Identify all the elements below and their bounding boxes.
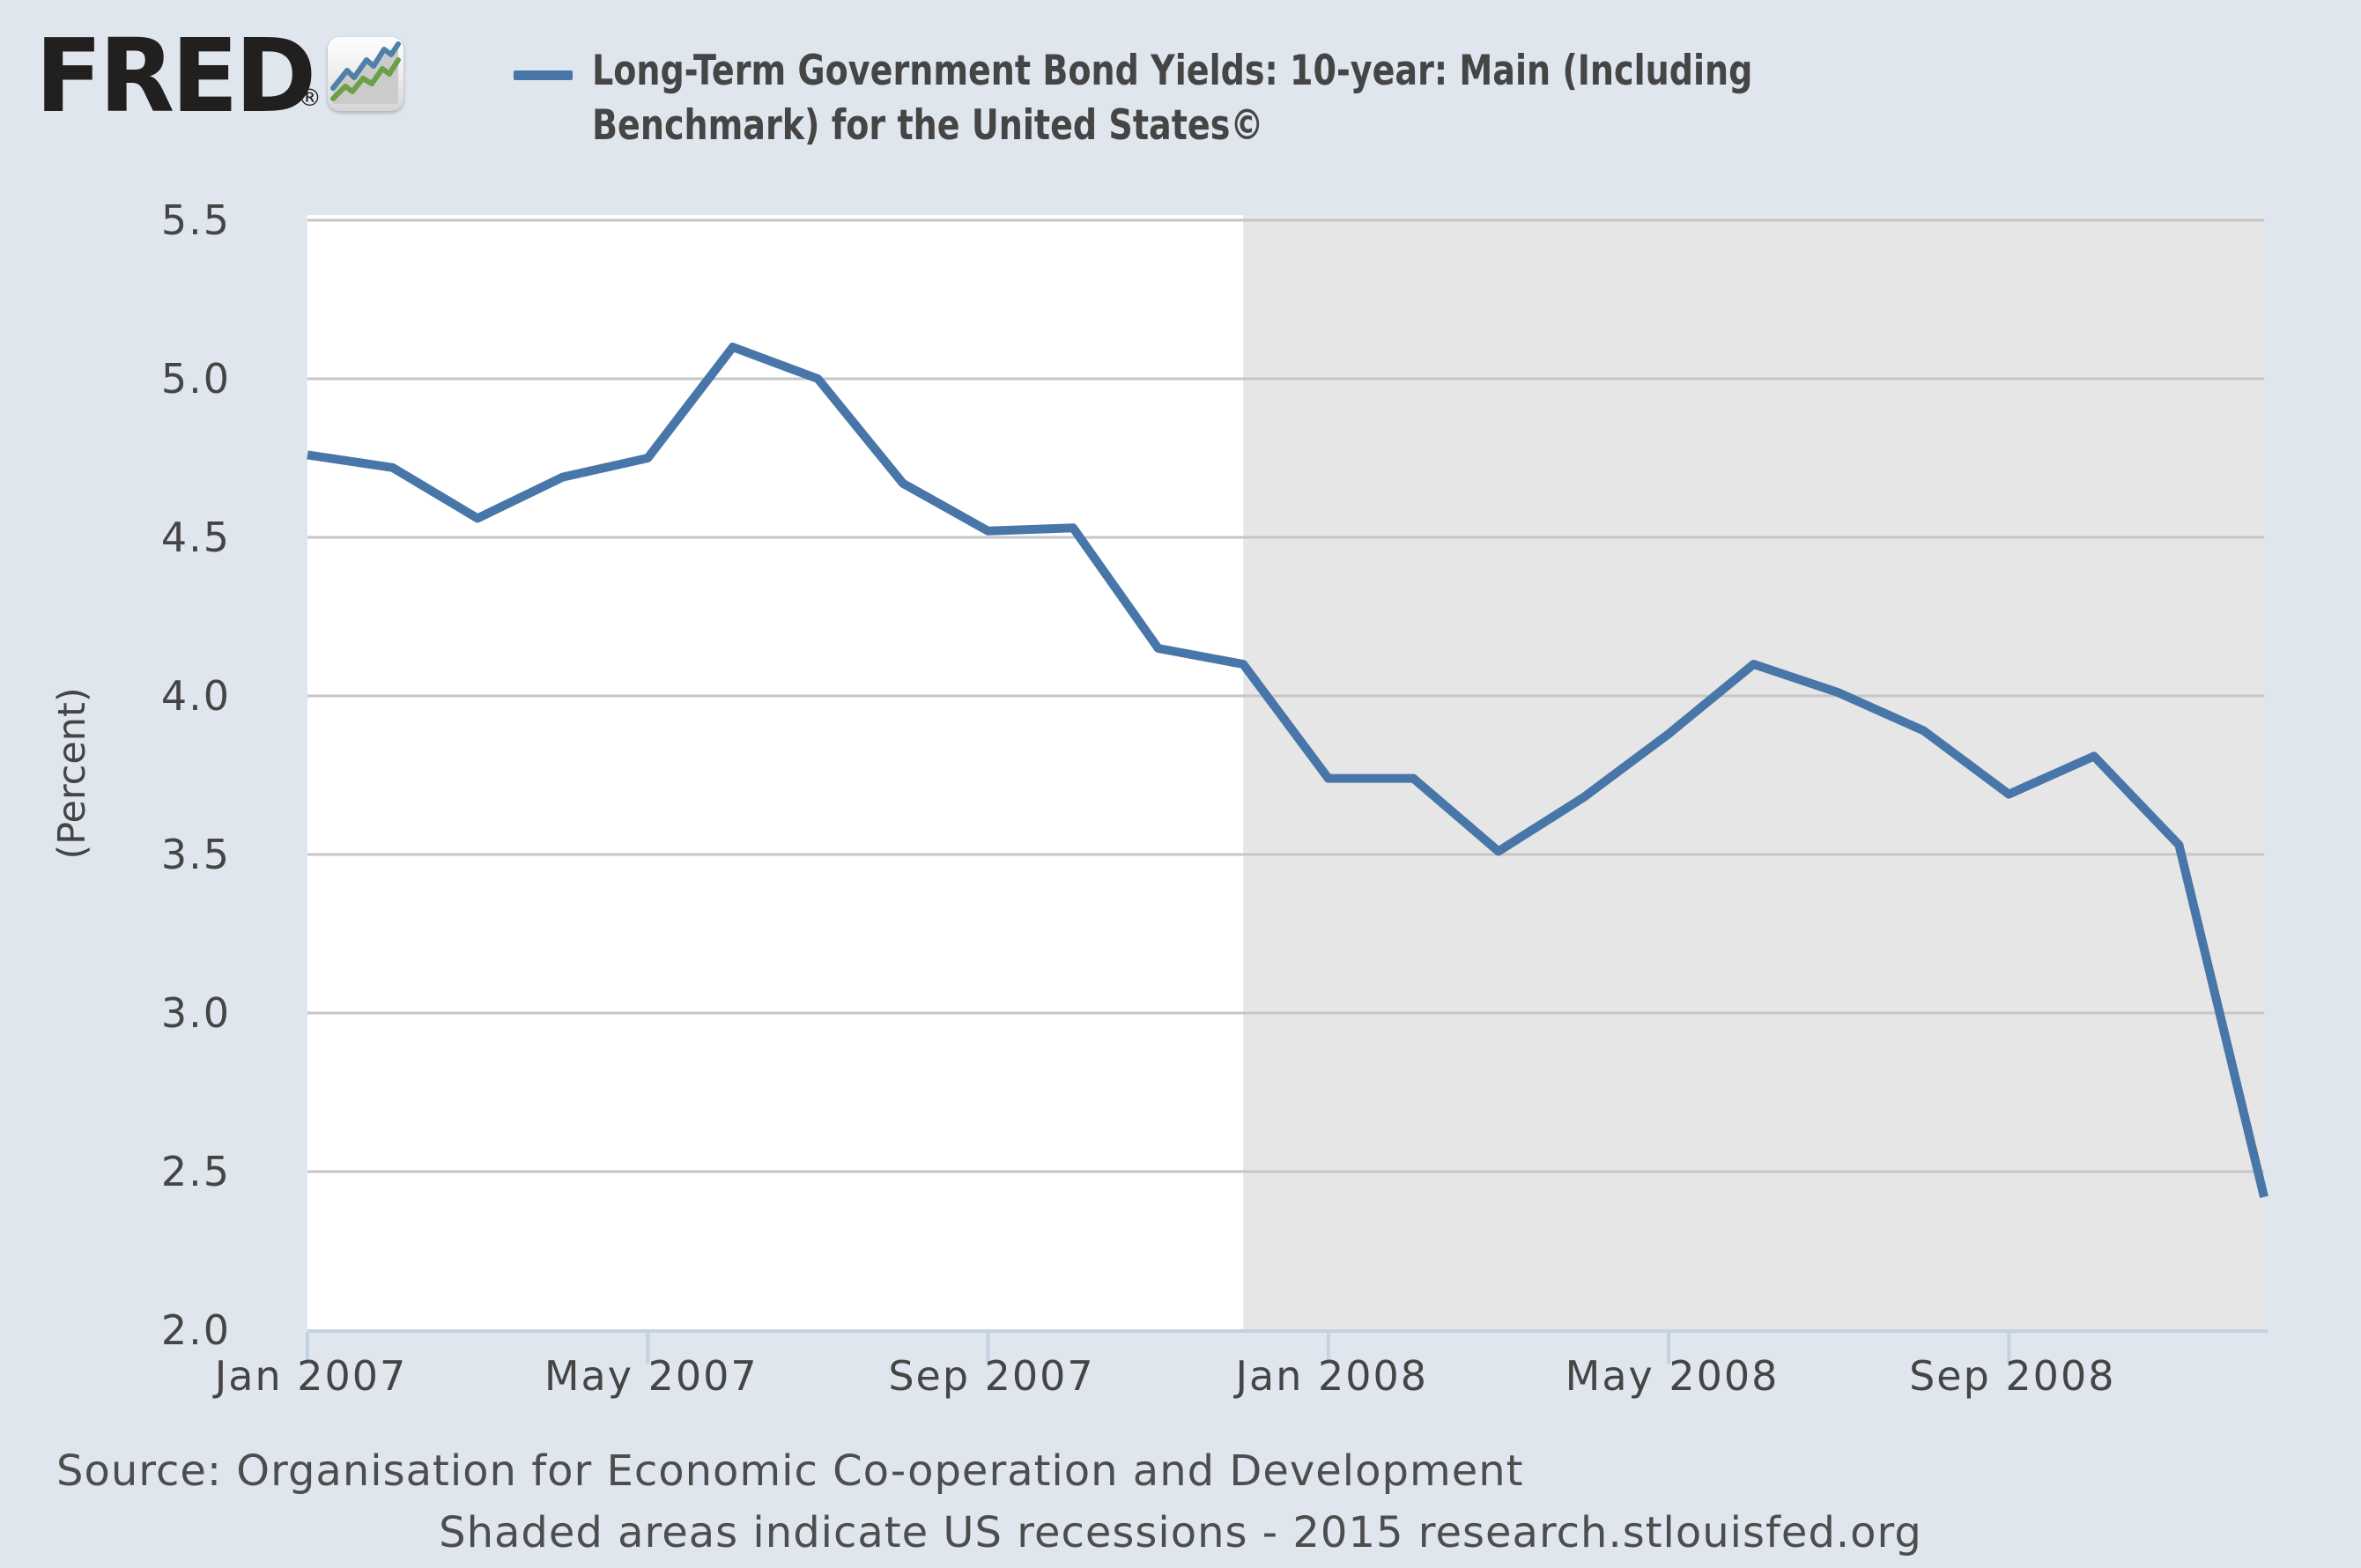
chart-title-line1: Long-Term Government Bond Yields: 10-yea… — [592, 47, 1753, 95]
fred-logo: FRED — [35, 18, 316, 136]
y-tick-label: 3.5 — [161, 831, 231, 878]
x-axis-line — [307, 1329, 2268, 1333]
series-line — [307, 343, 2268, 1198]
y-tick-label: 4.5 — [161, 514, 231, 561]
fred-line-chart-icon — [328, 37, 403, 111]
x-tick-label: Sep 2008 — [1909, 1352, 2115, 1400]
y-tick-label: 4.0 — [161, 672, 231, 720]
recession-note: Shaded areas indicate US recessions - 20… — [439, 1508, 1922, 1557]
legend-line-swatch — [514, 70, 573, 80]
y-tick-label: 5.5 — [161, 196, 231, 244]
x-tick-mark — [306, 1332, 309, 1364]
icon-blue-zigzag — [330, 41, 401, 91]
x-tick-mark — [986, 1332, 990, 1364]
x-tick-mark — [646, 1332, 650, 1364]
x-tick-label: Jan 2007 — [212, 1352, 408, 1400]
recession-shading — [1243, 215, 2264, 1330]
x-tick-mark — [2007, 1332, 2011, 1364]
y-tick-label: 2.0 — [161, 1306, 231, 1354]
x-tick-mark — [1667, 1332, 1671, 1364]
icon-green-zigzag — [330, 57, 401, 101]
registered-trademark-symbol: ® — [298, 85, 322, 112]
y-tick-label: 5.0 — [161, 355, 231, 403]
x-tick-label: Sep 2007 — [888, 1352, 1094, 1400]
x-tick-label: May 2008 — [1565, 1352, 1780, 1400]
x-tick-mark — [1326, 1332, 1330, 1364]
chart-title-line2: Benchmark) for the United States© — [592, 101, 1264, 150]
chart-title: Long-Term Government Bond Yields: 10-yea… — [592, 44, 1752, 153]
y-tick-label: 3.0 — [161, 989, 231, 1037]
y-tick-label: 2.5 — [161, 1148, 231, 1195]
x-tick-label: May 2007 — [544, 1352, 759, 1400]
source-note: Source: Organisation for Economic Co-ope… — [56, 1446, 1524, 1496]
x-tick-label: Jan 2008 — [1232, 1352, 1428, 1400]
